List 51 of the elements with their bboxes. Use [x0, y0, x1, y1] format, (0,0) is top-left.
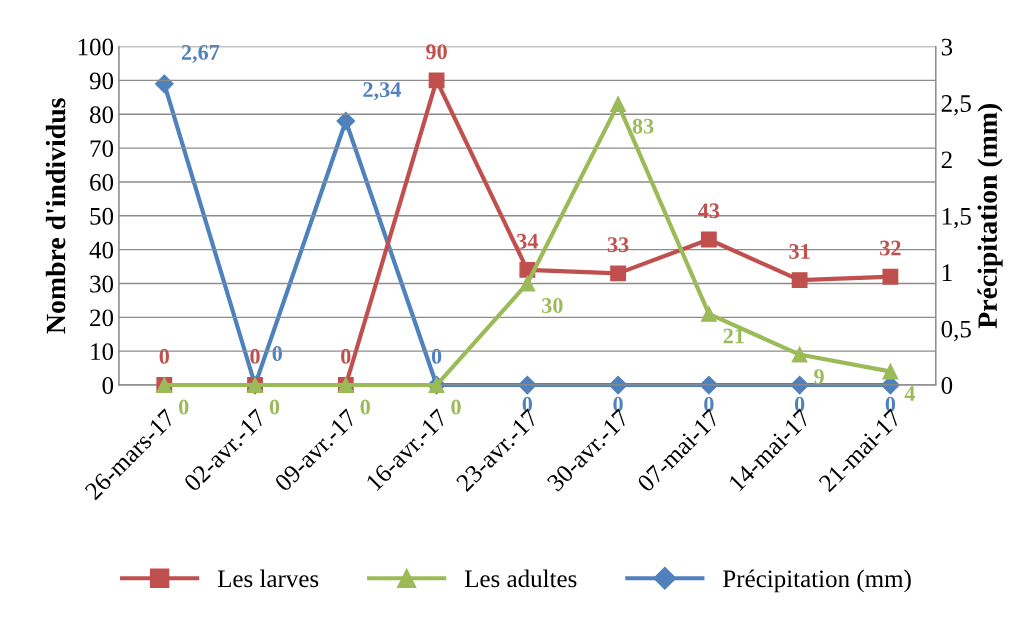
- data-label: 30: [542, 298, 563, 314]
- y-tick-label: 80: [90, 106, 114, 124]
- data-label: 2,34: [363, 82, 401, 101]
- point: [610, 96, 627, 113]
- data-label: 43: [698, 203, 720, 219]
- y-tick-label: 20: [90, 309, 114, 327]
- data-label: 0: [250, 348, 260, 364]
- data-label: 21: [723, 328, 744, 344]
- y-tick-label: 70: [90, 140, 114, 158]
- point: [610, 265, 627, 282]
- point: [154, 74, 174, 94]
- data-label: 0: [431, 348, 442, 364]
- point: [700, 231, 717, 248]
- data-label: 4: [904, 386, 915, 401]
- data-label: 9: [814, 369, 824, 385]
- point: [700, 306, 717, 322]
- y-tick-label: 0: [102, 377, 114, 394]
- legend-label: Les adultes: [464, 569, 577, 588]
- y-tick-label: 90: [89, 72, 114, 90]
- data-label: 0: [159, 348, 169, 364]
- point: [428, 72, 445, 89]
- point: [882, 363, 899, 380]
- data-label: 33: [607, 237, 629, 253]
- y2-tick-label: 2,5: [941, 95, 971, 116]
- y-tick-label: 10: [91, 343, 114, 361]
- point: [336, 111, 356, 131]
- y-tick-label: 50: [90, 207, 114, 225]
- legend-label: Précipitation (mm): [723, 569, 911, 593]
- y-tick-label: 40: [89, 241, 114, 259]
- y-tick-label: 60: [90, 174, 114, 191]
- y2-tick-label: 0: [941, 377, 953, 394]
- data-label: 0: [341, 348, 351, 364]
- data-label: 83: [632, 118, 654, 134]
- y-tick-label: 30: [90, 275, 114, 293]
- point: [882, 268, 899, 285]
- point: [791, 272, 808, 289]
- data-label: 34: [517, 233, 539, 249]
- y-tick-label: 100: [78, 38, 114, 56]
- y2-tick-label: 1,5: [942, 207, 971, 229]
- data-label: 90: [426, 44, 447, 60]
- point: [519, 275, 536, 292]
- y2-tick-label: 1: [942, 264, 952, 281]
- data-label: 2,67: [181, 44, 220, 64]
- y-axis-title: Nombre d'individus: [45, 98, 66, 334]
- y2-tick-label: 0,5: [941, 320, 971, 342]
- y2-axis-title: Précipitation (mm): [977, 104, 1003, 329]
- y2-tick-label: 2: [941, 151, 952, 169]
- point: [791, 346, 808, 363]
- legend-label: Les larves: [217, 569, 319, 588]
- data-label: 0: [272, 346, 282, 362]
- y2-tick-label: 3: [941, 38, 953, 56]
